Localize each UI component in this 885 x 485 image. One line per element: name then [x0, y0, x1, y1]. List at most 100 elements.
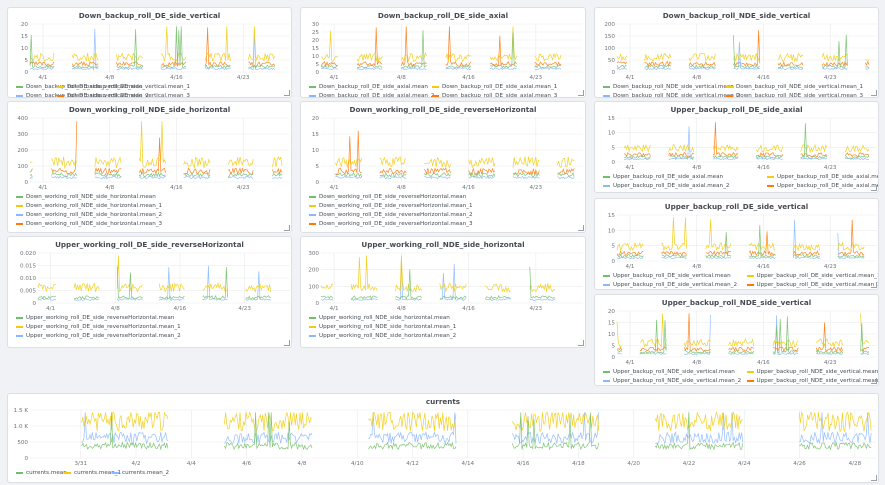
panel-title[interactable]: Down_working_roll_NDE_side_horizontal [68, 105, 231, 114]
legend-item[interactable]: Upper_backup_roll_DE_side_axial.mean_3 [767, 183, 878, 189]
legend-item[interactable]: Upper_backup_roll_DE_side_vertical.mean_… [746, 282, 878, 288]
graph-plot[interactable]: 0 5 10 15 20 25 30 4/1 4/8 4/16 4/23 [301, 8, 586, 82]
legend-item[interactable]: Down_backup_roll_DE_side_axial.mean_3 [432, 93, 557, 97]
legend-item[interactable]: Down_backup_roll_DE_side_axial.mean_2 [309, 93, 434, 97]
graph-plot[interactable]: 0 0.005 0.010 0.015 0.020 4/1 4/8 4/16 4/23 [8, 237, 292, 313]
legend-item[interactable]: Upper_working_roll_NDE_side_horizontal.m… [309, 324, 456, 330]
graph-plot[interactable]: 0 5 10 15 20 4/1 4/8 4/16 4/23 [301, 102, 586, 192]
x-tick-label: 4/14 [462, 461, 475, 467]
legend-item[interactable]: Down_working_roll_DE_side_reverseHorizon… [309, 212, 473, 218]
legend-label: Down_backup_roll_DE_side_axial.mean [319, 84, 428, 90]
legend-item[interactable]: Upper_backup_roll_DE_side_axial.mean_2 [603, 183, 729, 189]
y-tick-label: 0 [611, 259, 615, 265]
panel-Upper_backup_roll_DE_side_axial[interactable]: Upper_backup_roll_DE_side_axial 0 5 10 15 4/1… [594, 101, 879, 193]
x-tick-label: 3/31 [74, 461, 87, 467]
legend-item[interactable]: Upper_working_roll_NDE_side_horizontal.m… [309, 315, 450, 321]
resize-handle-icon[interactable] [871, 185, 877, 191]
panel-Down_working_roll_NDE_side_horizontal[interactable]: Down_working_roll_NDE_side_horizontal 0 10… [7, 101, 292, 233]
panel-title[interactable]: Upper_backup_roll_NDE_side_vertical [661, 298, 812, 307]
graph-plot[interactable]: 0 50 100 150 200 4/1 4/8 4/16 4/23 [595, 8, 879, 82]
resize-handle-icon[interactable] [871, 378, 877, 384]
resize-handle-icon[interactable] [871, 282, 877, 288]
panel-title[interactable]: Down_backup_roll_DE_side_vertical [78, 11, 221, 20]
legend-item[interactable]: Down_working_roll_NDE_side_horizontal.me… [16, 212, 162, 218]
legend-item[interactable]: Upper_backup_roll_DE_side_axial.mean [603, 174, 723, 180]
legend-item[interactable]: Down_backup_roll_DE_side_axial.mean_1 [432, 84, 557, 90]
legend-item[interactable]: Down_working_roll_DE_side_reverseHorizon… [309, 194, 466, 200]
panel-title[interactable]: currents [425, 397, 461, 406]
series-line-mean_3 [29, 121, 283, 175]
legend-label: Upper_working_roll_NDE_side_horizontal.m… [319, 333, 457, 339]
resize-handle-icon[interactable] [871, 90, 877, 96]
series-line-mean_1 [29, 26, 276, 63]
x-tick-label: 4/12 [406, 461, 419, 467]
legend-item[interactable]: Upper_backup_roll_NDE_side_vertical.mean [603, 369, 735, 375]
legend-item[interactable]: Down_backup_roll_DE_side_vertical.mean_2 [16, 93, 149, 97]
panel-Down_backup_roll_DE_side_axial[interactable]: Down_backup_roll_DE_side_axial 0 5 10 15 20 25… [300, 7, 586, 98]
legend-item[interactable]: Down_backup_roll_DE_side_vertical.mean_1 [57, 84, 190, 90]
graph-plot[interactable]: 0 100 200 300 4/1 4/8 4/16 4/23 [301, 237, 586, 313]
legend-item[interactable]: Down_backup_roll_NDE_side_vertical.mean_… [726, 84, 863, 90]
legend-label: Down_backup_roll_DE_side_vertical.mean_3 [67, 93, 190, 98]
resize-handle-icon[interactable] [284, 90, 290, 96]
legend-item[interactable]: Upper_backup_roll_NDE_side_vertical.mean… [746, 369, 878, 375]
panel-title[interactable]: Upper_working_roll_NDE_side_horizontal [361, 240, 525, 249]
graph-plot[interactable]: 0 500 1.0 K 1.5 K 3/31 4/2 4/4 4/6 4/8 4/10 4/12 4/… [8, 394, 879, 468]
panel-title[interactable]: Upper_backup_roll_DE_side_axial [670, 105, 803, 114]
legend-item[interactable]: Upper_working_roll_DE_side_reverseHorizo… [16, 324, 181, 330]
legend-item[interactable]: Down_backup_roll_NDE_side_vertical.mean_… [603, 93, 740, 97]
graph-plot[interactable]: 0 100 200 300 400 4/1 4/8 4/16 4/23 [8, 102, 292, 192]
legend-item[interactable]: Down_backup_roll_DE_side_axial.mean [309, 84, 428, 90]
panel-Down_backup_roll_NDE_side_vertical[interactable]: Down_backup_roll_NDE_side_vertical 0 50 100… [594, 7, 879, 98]
legend-item[interactable]: Upper_working_roll_NDE_side_horizontal.m… [309, 333, 456, 339]
legend-item[interactable]: Down_working_roll_NDE_side_horizontal.me… [16, 203, 162, 209]
legend-item[interactable]: Down_working_roll_NDE_side_horizontal.me… [16, 221, 162, 227]
legend-item[interactable]: Down_backup_roll_DE_side_vertical.mean [16, 84, 143, 90]
panel-Upper_backup_roll_NDE_side_vertical[interactable]: Upper_backup_roll_NDE_side_vertical 0 5 10 1… [594, 294, 879, 386]
y-tick-label: 300 [17, 132, 28, 138]
legend-item[interactable]: Down_working_roll_NDE_side_horizontal.me… [16, 194, 156, 200]
legend-item[interactable]: Down_working_roll_DE_side_reverseHorizon… [309, 221, 473, 227]
panel-Upper_working_roll_DE_side_reverseHorizontal[interactable]: Upper_working_roll_DE_side_reverseHorizo… [7, 236, 292, 348]
legend-item[interactable]: Upper_working_roll_DE_side_reverseHorizo… [16, 333, 181, 339]
resize-handle-icon[interactable] [578, 90, 584, 96]
panel-currents[interactable]: currents 0 500 1.0 K 1.5 K 3/31 4/2 4/4 4/6 4/8 4/… [7, 393, 879, 483]
legend-swatch [16, 335, 23, 337]
legend-item[interactable]: currents.mean_1 [64, 470, 121, 476]
x-tick-label: 4/24 [738, 461, 751, 467]
graph-plot[interactable]: 0 5 10 15 20 4/1 4/8 4/16 4/23 [8, 8, 292, 82]
legend-item[interactable]: Upper_backup_roll_NDE_side_vertical.mean… [746, 378, 878, 384]
legend-item[interactable]: Upper_backup_roll_DE_side_vertical.mean [603, 273, 731, 279]
panel-title[interactable]: Down_backup_roll_NDE_side_vertical [662, 11, 811, 20]
graph-plot[interactable]: 0 5 10 15 4/1 4/8 4/16 4/23 [595, 199, 879, 271]
legend-item[interactable]: currents.mean_2 [112, 470, 169, 476]
x-tick-label: 4/6 [242, 461, 251, 467]
panel-title[interactable]: Down_working_roll_DE_side_reverseHorizon… [349, 105, 537, 114]
panel-title[interactable]: Down_backup_roll_DE_side_axial [377, 11, 509, 20]
series-line-mean_1 [616, 313, 870, 348]
legend-item[interactable]: Upper_backup_roll_DE_side_vertical.mean_… [603, 282, 737, 288]
graph-plot[interactable]: 0 5 10 15 4/1 4/8 4/16 4/23 [595, 102, 879, 172]
legend-item[interactable]: currents.mean [16, 470, 67, 476]
legend-item[interactable]: Down_backup_roll_NDE_side_vertical.mean [603, 84, 734, 90]
panel-Upper_backup_roll_DE_side_vertical[interactable]: Upper_backup_roll_DE_side_vertical 0 5 10 15… [594, 198, 879, 290]
panel-Upper_working_roll_NDE_side_horizontal[interactable]: Upper_working_roll_NDE_side_horizontal 0 1… [300, 236, 586, 348]
legend-item[interactable]: Upper_backup_roll_DE_side_axial.mean_1 [767, 174, 878, 180]
panel-Down_backup_roll_DE_side_vertical[interactable]: Down_backup_roll_DE_side_vertical 0 5 10 15 2… [7, 7, 292, 98]
legend-item[interactable]: Down_working_roll_DE_side_reverseHorizon… [309, 203, 473, 209]
panel-Down_working_roll_DE_side_reverseHorizontal[interactable]: Down_working_roll_DE_side_reverseHorizon… [300, 101, 586, 233]
resize-handle-icon[interactable] [578, 225, 584, 231]
legend-item[interactable]: Down_backup_roll_DE_side_vertical.mean_3 [57, 93, 190, 98]
panel-title[interactable]: Upper_backup_roll_DE_side_vertical [664, 202, 809, 211]
legend-item[interactable]: Down_backup_roll_NDE_side_vertical.mean_… [726, 93, 863, 97]
resize-handle-icon[interactable] [284, 340, 290, 346]
legend-item[interactable]: Upper_backup_roll_NDE_side_vertical.mean… [603, 378, 741, 384]
legend-label: Upper_working_roll_DE_side_reverseHorizo… [26, 315, 175, 321]
legend-item[interactable]: Upper_backup_roll_DE_side_vertical.mean_… [746, 273, 878, 279]
panel-title[interactable]: Upper_working_roll_DE_side_reverseHorizo… [55, 240, 244, 249]
legend-item[interactable]: Upper_working_roll_DE_side_reverseHorizo… [16, 315, 174, 321]
resize-handle-icon[interactable] [871, 475, 877, 481]
resize-handle-icon[interactable] [578, 340, 584, 346]
resize-handle-icon[interactable] [284, 225, 290, 231]
graph-plot[interactable]: 0 5 10 15 20 4/1 4/8 4/16 4/23 [595, 295, 879, 367]
